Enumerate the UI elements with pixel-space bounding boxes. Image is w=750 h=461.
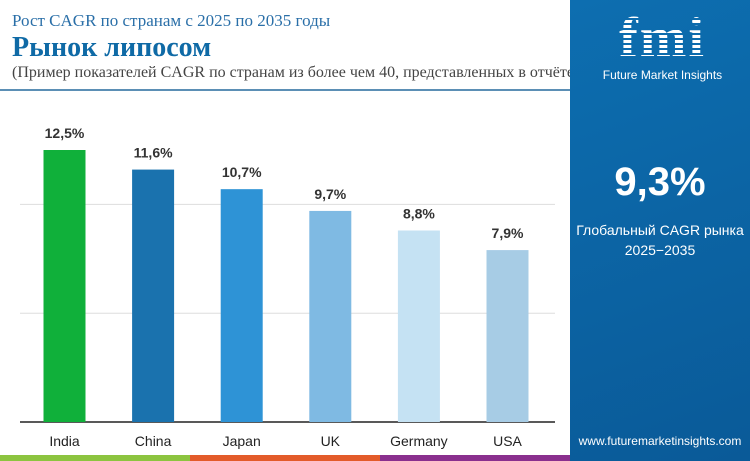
bar-japan <box>220 189 263 422</box>
bar-germany <box>397 230 440 422</box>
data-label: 10,7% <box>222 164 262 180</box>
bar-india <box>43 150 86 422</box>
logo-mark: fmi <box>600 10 725 66</box>
website-link[interactable]: www.futuremarketinsights.com <box>578 434 742 448</box>
global-cagr-label: Глобальный CAGR рынка 2025−2035 <box>570 220 750 260</box>
fmi-logo: fmi Future Market Insights <box>600 10 725 82</box>
side-panel: fmi Future Market Insights 9,3% Глобальн… <box>570 0 750 461</box>
stripe-purple <box>380 455 570 461</box>
bar-chart: 12,5% India 11,6% China 10,7% Japan 9,7% UK 8,8%… <box>20 125 555 449</box>
x-tick-label: China <box>135 433 172 449</box>
global-cagr-value: 9,3% <box>614 160 706 204</box>
x-tick-label: Germany <box>390 433 448 449</box>
data-label: 12,5% <box>45 125 85 141</box>
bar-uk <box>309 210 352 422</box>
data-label: 11,6% <box>134 145 173 161</box>
header-divider <box>0 89 570 91</box>
x-tick-label: India <box>49 433 80 449</box>
stripe-green <box>0 455 190 461</box>
label-line1: Глобальный CAGR рынка <box>576 222 744 238</box>
data-label: 8,8% <box>403 206 435 222</box>
x-tick-label: UK <box>321 433 341 449</box>
chart-subtitle: Рост CAGR по странам с 2025 по 2035 годы <box>12 11 331 30</box>
brand-name: Future Market Insights <box>602 68 723 82</box>
x-tick-label: USA <box>493 433 522 449</box>
bar-china <box>132 169 175 422</box>
data-label: 9,7% <box>314 186 346 202</box>
label-line2: 2025−2035 <box>624 242 696 258</box>
chart-title: Рынок липосом <box>12 32 212 63</box>
stripe-orange <box>190 455 380 461</box>
bar-usa <box>486 250 529 422</box>
chart-note: (Пример показателей CAGR по странам из б… <box>12 64 580 81</box>
x-tick-label: Japan <box>223 433 261 449</box>
data-label: 7,9% <box>492 225 524 241</box>
